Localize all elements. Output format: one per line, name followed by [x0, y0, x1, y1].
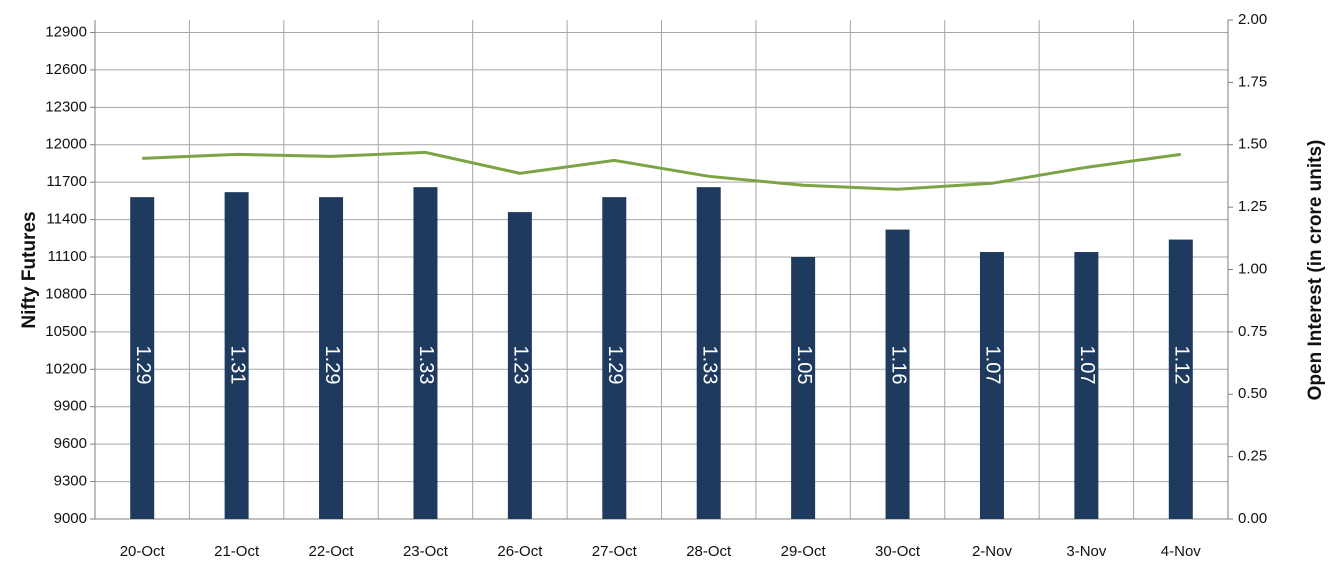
bar-value-label: 1.07: [1076, 346, 1098, 385]
y-tick-label: 11400: [46, 211, 87, 228]
y2-tick-label: 1.25: [1238, 198, 1267, 215]
y-tick-label: 9300: [54, 473, 87, 490]
y-tick-label: 10800: [45, 285, 87, 302]
bar: [1074, 252, 1099, 519]
y-tick-label: 11100: [48, 248, 88, 265]
x-tick-label: 26-Oct: [497, 543, 543, 560]
x-tick-label: 22-Oct: [309, 543, 355, 560]
bar: [602, 197, 627, 519]
y2-tick-label: 0.25: [1238, 448, 1267, 465]
bar-value-label: 1.31: [226, 346, 248, 385]
line: [142, 150, 1181, 191]
y-tick-label: 9600: [54, 435, 87, 452]
x-tick-label: 27-Oct: [592, 543, 638, 560]
bar-value-label: 1.16: [887, 346, 909, 385]
x-tick-label: 28-Oct: [686, 543, 732, 560]
y-tick-label: 10200: [45, 360, 87, 377]
y-axis-title: Nifty Futures: [19, 211, 40, 328]
bar-value-label: 1.23: [510, 346, 532, 385]
y-tick-label: 12300: [45, 98, 87, 115]
bar: [507, 212, 532, 520]
bar: [979, 252, 1004, 519]
y2-tick-label: 1.00: [1238, 260, 1267, 277]
bar: [696, 187, 721, 520]
y2-tick-label: 0.00: [1238, 510, 1267, 527]
y2-tick-label: 0.75: [1238, 323, 1267, 340]
bar-value-label: 1.29: [604, 346, 626, 385]
bar: [130, 197, 155, 519]
y-tick-label: 12000: [45, 136, 87, 153]
bar-value-label: 1.33: [415, 346, 437, 385]
bar-value-label: 1.07: [982, 346, 1004, 385]
y-tick-label: 10500: [45, 323, 87, 340]
x-tick-label: 4-Nov: [1161, 543, 1202, 560]
bar: [224, 192, 249, 519]
bar-value-label: 1.33: [698, 346, 720, 385]
x-tick-label: 30-Oct: [875, 543, 921, 560]
x-tick-label: 23-Oct: [403, 543, 449, 560]
y2-axis-title: Open Interest (in crore units): [1305, 140, 1326, 401]
y2-tick-label: 0.50: [1238, 385, 1267, 402]
y2-tick-label: 1.50: [1238, 136, 1267, 153]
x-tick-label: 2-Nov: [972, 543, 1013, 560]
x-tick-label: 21-Oct: [214, 543, 260, 560]
bar: [791, 257, 816, 519]
bar: [1168, 239, 1193, 519]
bar: [885, 229, 910, 519]
y2-tick-label: 1.75: [1238, 73, 1267, 90]
x-tick-label: 20-Oct: [120, 543, 166, 560]
y-tick-label: 12900: [45, 23, 87, 40]
y2-tick-label: 2.00: [1238, 11, 1267, 28]
y-tick-label: 12600: [45, 61, 87, 78]
bar-value-label: 1.12: [1171, 346, 1193, 385]
x-tick-label: 29-Oct: [781, 543, 827, 560]
bar: [413, 187, 438, 520]
bar: [319, 197, 344, 519]
y-tick-label: 9000: [54, 510, 87, 527]
y-tick-label: 9900: [54, 398, 87, 415]
x-tick-label: 3-Nov: [1066, 543, 1107, 560]
y-tick-label: 11700: [46, 173, 87, 190]
bar-value-label: 1.29: [321, 346, 343, 385]
bar-value-label: 1.05: [793, 346, 815, 385]
bar-value-label: 1.29: [132, 346, 154, 385]
